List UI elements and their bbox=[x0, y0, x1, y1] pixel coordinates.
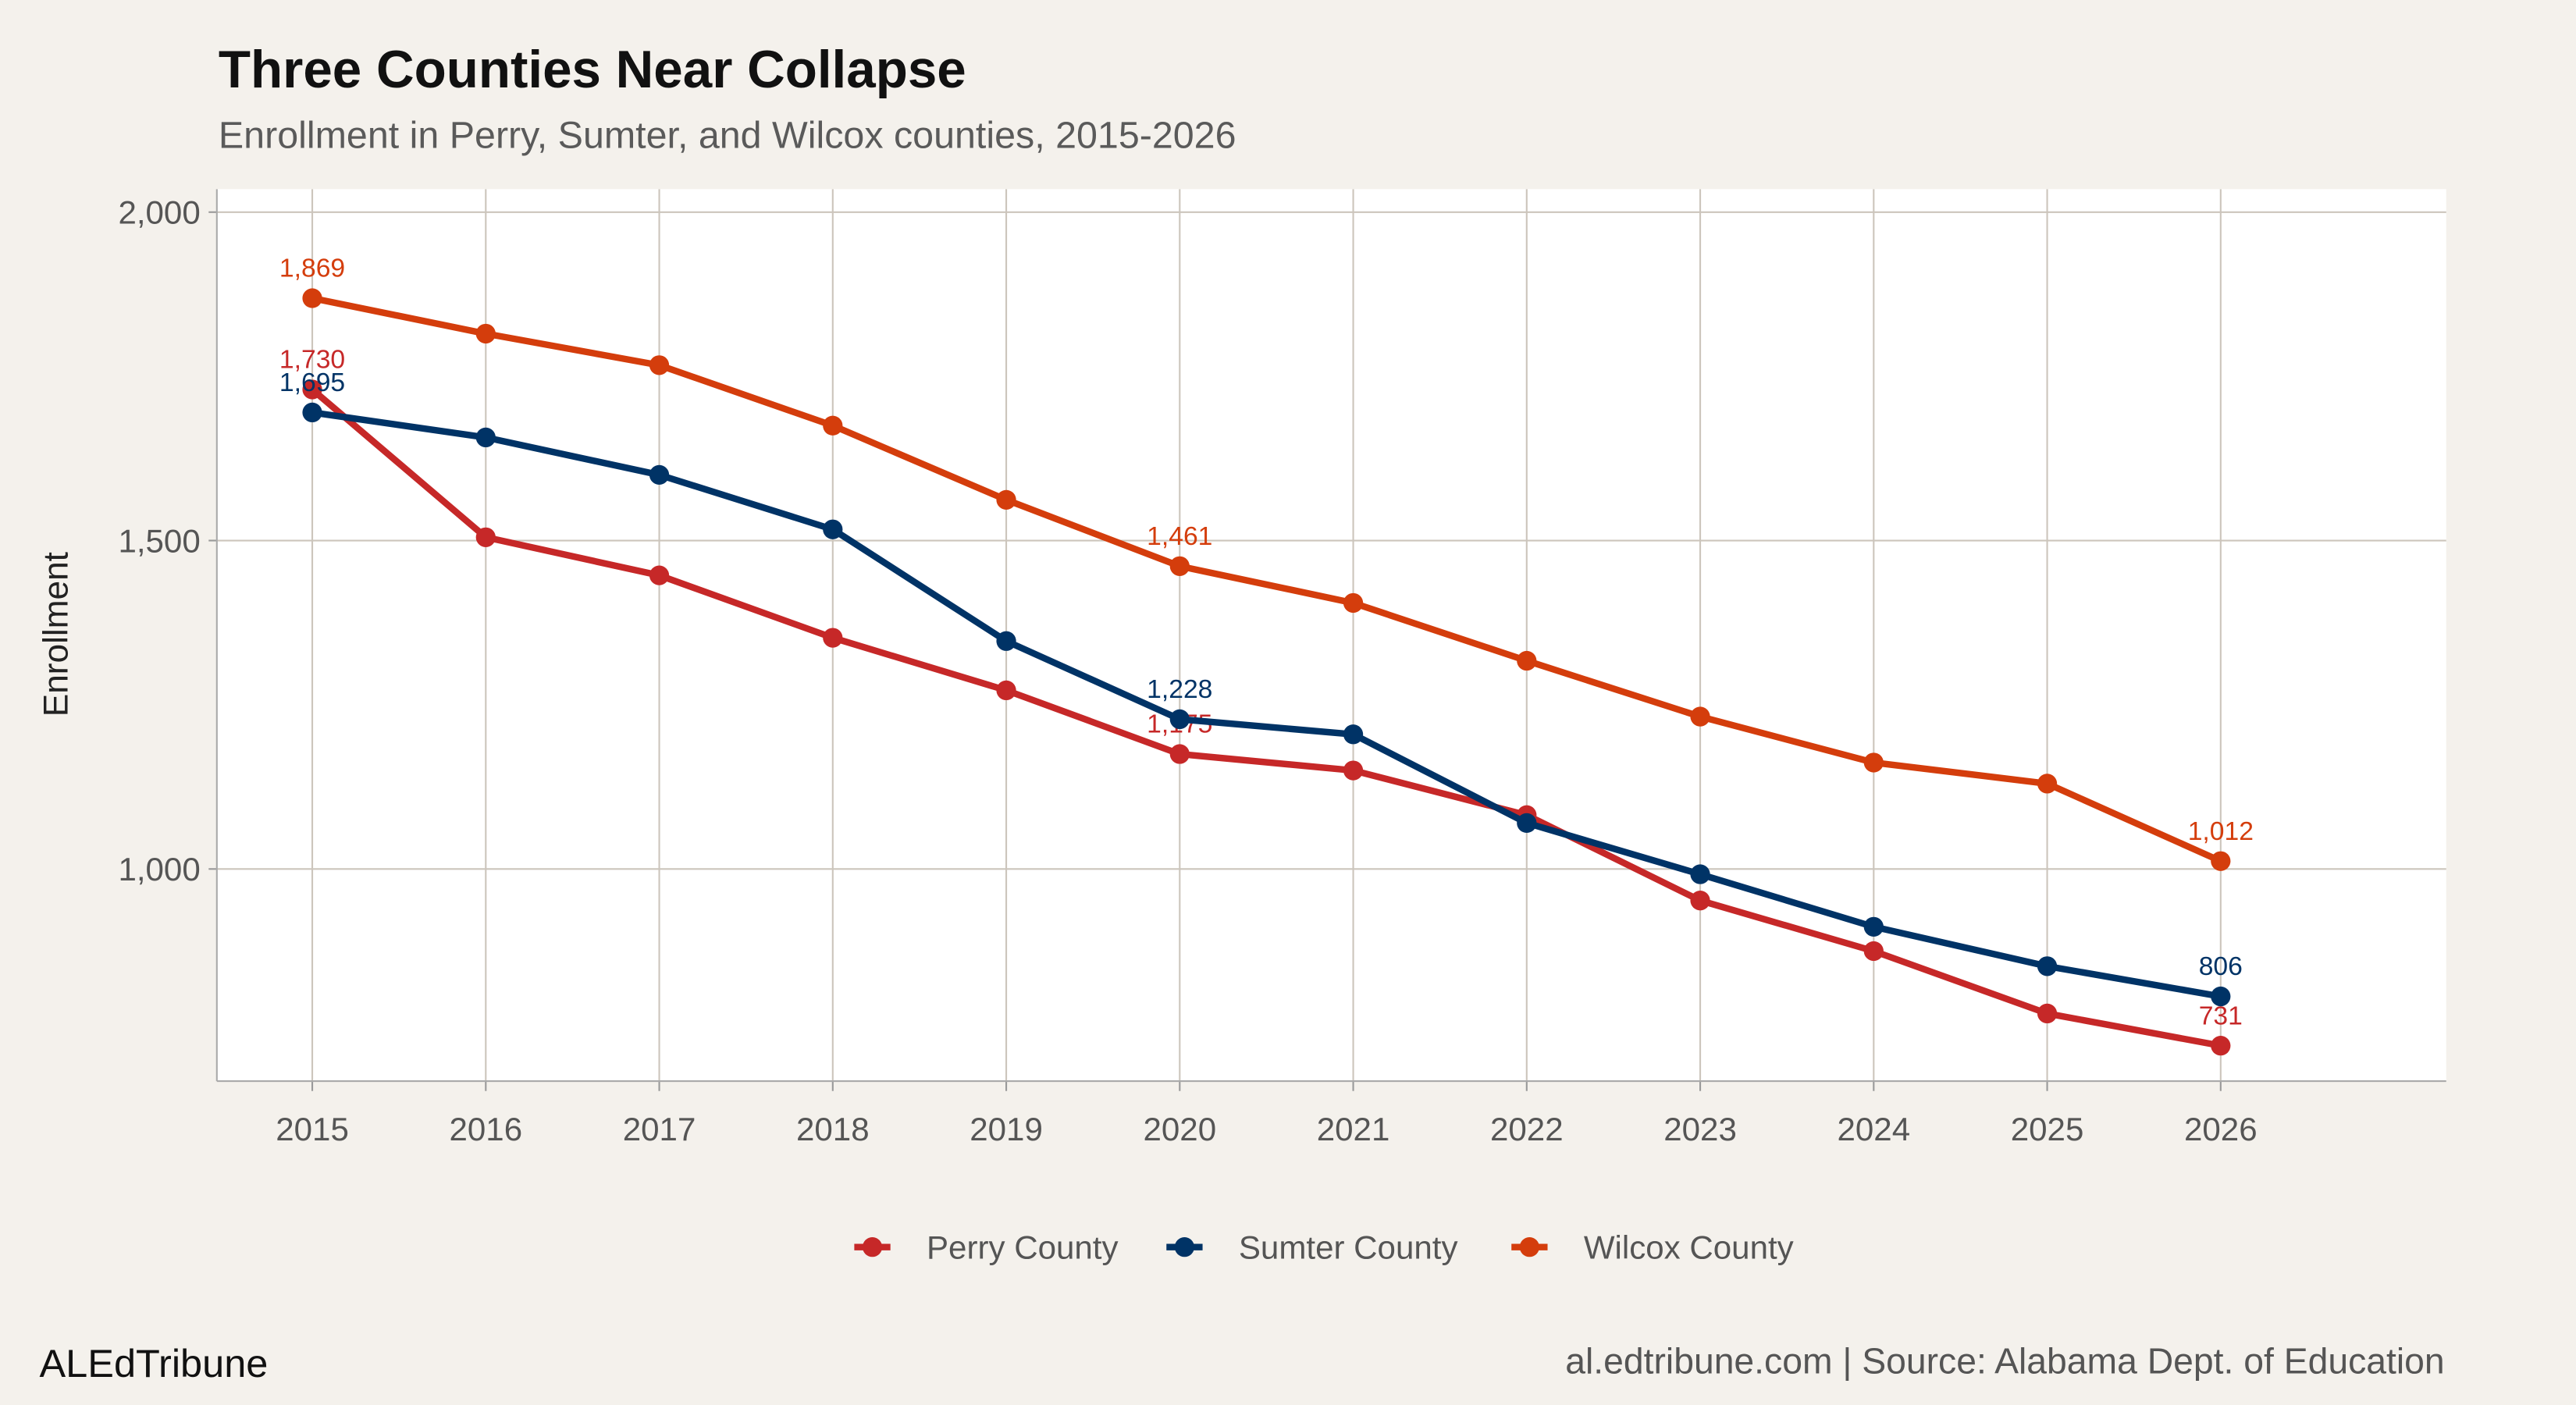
data-point bbox=[649, 355, 670, 375]
data-point bbox=[2037, 956, 2058, 976]
legend-swatch-point bbox=[862, 1237, 883, 1257]
data-label: 1,228 bbox=[1147, 675, 1212, 704]
data-point bbox=[1690, 864, 1710, 884]
x-tick-label: 2025 bbox=[2011, 1111, 2084, 1147]
data-point bbox=[302, 288, 322, 308]
series-line bbox=[311, 294, 2222, 865]
x-tick-label: 2017 bbox=[623, 1111, 696, 1147]
y-tick-label: 1,500 bbox=[118, 522, 200, 559]
data-point bbox=[823, 628, 843, 648]
data-point bbox=[2211, 986, 2231, 1007]
y-axis-label: Enrollment bbox=[37, 552, 75, 717]
data-point bbox=[1517, 813, 1537, 834]
data-point bbox=[1690, 891, 1710, 911]
data-label: 1,695 bbox=[279, 368, 345, 397]
chart-subtitle: Enrollment in Perry, Sumter, and Wilcox … bbox=[219, 115, 1236, 157]
x-tick-label: 2024 bbox=[1838, 1111, 1911, 1147]
x-tick-label: 2026 bbox=[2184, 1111, 2258, 1147]
chart-title: Three Counties Near Collapse bbox=[219, 41, 966, 99]
data-point bbox=[302, 402, 322, 423]
data-point bbox=[475, 323, 496, 344]
x-tick-label: 2022 bbox=[1490, 1111, 1564, 1147]
data-point bbox=[2037, 1003, 2058, 1024]
data-point bbox=[1517, 650, 1537, 671]
legend-label: Wilcox County bbox=[1584, 1229, 1794, 1265]
data-point bbox=[996, 680, 1016, 701]
legend: Perry County Sumter County Wilcox County bbox=[854, 1229, 1794, 1265]
x-tick-label: 2021 bbox=[1317, 1111, 1390, 1147]
data-point bbox=[1863, 752, 1884, 773]
data-point bbox=[1343, 760, 1364, 781]
data-point bbox=[1169, 744, 1190, 764]
data-point bbox=[1343, 724, 1364, 745]
data-label: 1,730 bbox=[279, 346, 345, 375]
series-perry-county: 1,7301,175731 bbox=[279, 346, 2243, 1056]
data-point bbox=[302, 379, 322, 400]
data-point bbox=[1169, 709, 1190, 730]
legend-label: Perry County bbox=[927, 1229, 1119, 1265]
source-note: al.edtribune.com | Source: Alabama Dept.… bbox=[1565, 1341, 2444, 1382]
x-tick-label: 2018 bbox=[796, 1111, 870, 1147]
data-point bbox=[823, 415, 843, 436]
legend-label: Sumter County bbox=[1239, 1229, 1458, 1265]
data-point bbox=[475, 427, 496, 448]
y-axis: 1,000 1,500 2,000 bbox=[118, 189, 218, 1082]
series-layer: 1,7301,1757311,695 1,228 806 1,869 1,461 1,01… bbox=[279, 254, 2254, 1056]
y-tick-label: 2,000 bbox=[118, 194, 200, 231]
data-point bbox=[2211, 1036, 2231, 1056]
data-point bbox=[1690, 706, 1710, 727]
x-tick-label: 2020 bbox=[1143, 1111, 1216, 1147]
series-line bbox=[310, 386, 2222, 1049]
data-point bbox=[649, 565, 670, 585]
data-point bbox=[996, 631, 1016, 651]
data-point bbox=[1863, 916, 1884, 937]
x-tick-label: 2023 bbox=[1663, 1111, 1737, 1147]
data-point bbox=[2211, 851, 2231, 871]
data-label: 1,869 bbox=[279, 254, 345, 283]
data-label: 1,012 bbox=[2188, 817, 2254, 846]
plot-panel bbox=[216, 189, 2446, 1082]
x-tick-label: 2016 bbox=[449, 1111, 522, 1147]
data-point bbox=[996, 489, 1016, 510]
data-label: 806 bbox=[2199, 952, 2243, 981]
data-point bbox=[1169, 556, 1190, 576]
series-sumter-county: 1,695 1,228 806 bbox=[279, 368, 2243, 1007]
data-point bbox=[823, 519, 843, 539]
legend-swatch-point bbox=[1519, 1237, 1540, 1257]
data-point bbox=[1863, 941, 1884, 962]
data-point bbox=[649, 464, 670, 486]
data-label: 1,461 bbox=[1147, 522, 1212, 551]
series-line bbox=[311, 409, 2222, 1000]
data-label: 731 bbox=[2199, 1001, 2243, 1030]
series-wilcox-county: 1,869 1,461 1,012 bbox=[279, 254, 2254, 871]
brand-logo-text: ALEdTribune bbox=[40, 1341, 269, 1385]
data-point bbox=[2037, 774, 2058, 794]
y-tick-label: 1,000 bbox=[118, 851, 200, 887]
data-point bbox=[1343, 592, 1364, 614]
x-tick-label: 2019 bbox=[970, 1111, 1043, 1147]
data-point bbox=[475, 527, 496, 547]
legend-swatch-point bbox=[1174, 1237, 1195, 1257]
x-axis: 2015 2016 2017 2018 2019 2020 2021 2022 2023 2024… bbox=[216, 1080, 2446, 1147]
x-tick-label: 2015 bbox=[276, 1111, 349, 1147]
